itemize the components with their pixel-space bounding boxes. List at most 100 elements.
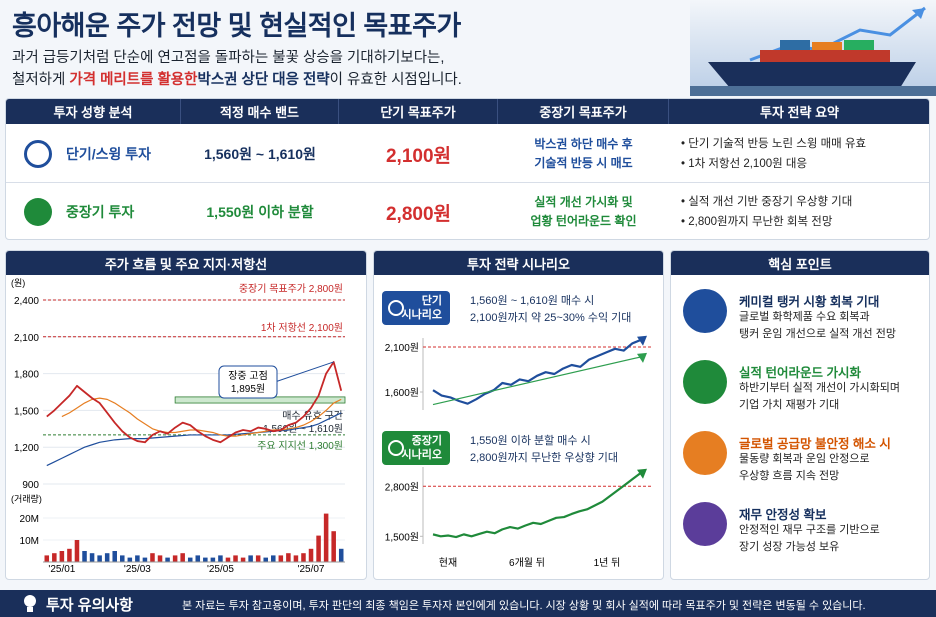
- text-line: 2,100원까지 약 25~30% 수익 기대: [470, 312, 632, 324]
- highlight: 가격 메리트를 활용한: [69, 72, 198, 88]
- badge-text: 단기: [421, 295, 442, 307]
- volume-bar: [316, 535, 321, 562]
- volume-bar: [263, 557, 268, 562]
- text: 철저하게: [12, 72, 66, 88]
- table-header: 투자 전략 요약: [669, 99, 929, 124]
- arrow-head: [637, 468, 647, 479]
- badge-text: 시나리오: [401, 309, 442, 321]
- footer-title: 투자 유의사항: [46, 597, 133, 614]
- volume-bar: [74, 540, 80, 562]
- volume-bar: [112, 551, 117, 562]
- scenario-line: [432, 471, 642, 539]
- volume-bar: [301, 553, 306, 562]
- scenario-line: [432, 356, 642, 406]
- mid-target: 박스권 하단 매수 후 기술적 반등 시 매도: [498, 126, 669, 182]
- volume-bar: [331, 531, 336, 562]
- x-tick-label: 현재: [439, 557, 457, 569]
- x-tick-label: '25/01: [48, 564, 75, 575]
- volume-bar: [52, 553, 57, 562]
- point-text: 글로벌 화학제품 수요 회복과: [739, 311, 870, 323]
- text-line: 박스권 하단 매수 후: [534, 137, 633, 151]
- price-chart: (원) 900 1,200 1,500 1,800 2,100 2,400 중장기 목표주가 …: [11, 278, 346, 575]
- footer-text: 본 자료는 투자 참고용이며, 투자 판단의 최종 책임은 투자자 본인에게 있…: [182, 600, 866, 612]
- point-icon: [683, 502, 727, 546]
- reference-label: 주요 지지선 1,300원: [257, 440, 343, 452]
- callout-label: 1,895원: [231, 383, 265, 395]
- point-title: 실적 턴어라운드 가시화: [739, 366, 861, 380]
- volume-bar: [210, 557, 216, 562]
- bullet: 1차 저항선 2,100원 대응: [681, 154, 807, 174]
- volume-unit: (거래량): [11, 493, 42, 504]
- callout-label: 장중 고점: [228, 370, 268, 382]
- volume-bar: [248, 555, 253, 562]
- x-tick-label: '25/07: [298, 564, 325, 575]
- badge-icon: [388, 440, 404, 456]
- subtitle: 과거 급등기처럼 단순에 연고점을 돌파하는 불꽃 상승을 기대하기보다는,: [12, 50, 445, 66]
- volume-bar: [150, 553, 155, 562]
- volume-bar: [240, 557, 246, 562]
- y-tick-label: 2,800원: [385, 481, 419, 493]
- point-text: 장기 성장 가능성 보유: [739, 541, 840, 553]
- volume-bar: [157, 555, 163, 562]
- table-header: 투자 성향 분석: [6, 99, 181, 124]
- subtitle: 철저하게 가격 메리트를 활용한박스권 상단 대응 전략이 유효한 시점입니다.: [12, 68, 462, 89]
- volume-bar: [278, 555, 284, 562]
- volume-bar: [195, 555, 201, 562]
- y-tick-label: 1,600원: [385, 387, 419, 399]
- x-tick-label: '25/03: [124, 564, 151, 575]
- strategy: 실적 개선 기반 중장기 우상향 기대2,800원까지 무난한 회복 전망: [669, 184, 929, 239]
- table-header: 단기 목표주가: [339, 99, 498, 124]
- volume-bar: [225, 557, 231, 562]
- volume-bar: [203, 557, 208, 562]
- point-icon: [683, 360, 727, 404]
- text-line: 2,800원까지 무난한 우상향 기대: [470, 452, 619, 464]
- x-tick-label: 1년 뒤: [594, 557, 621, 569]
- panel-title: 핵심 포인트: [671, 251, 929, 275]
- point-text: 기업 가치 재평가 기대: [739, 399, 840, 411]
- text-line: 업황 턴어라운드 확인: [530, 214, 637, 228]
- y-tick-label: 1,500원: [385, 531, 419, 543]
- volume-bar: [59, 551, 65, 562]
- badge-text: 중장기: [411, 435, 442, 447]
- y-tick-label: 1,500: [14, 406, 39, 417]
- point-text: 우상향 흐름 지속 전망: [739, 470, 840, 482]
- volume-bar: [187, 557, 193, 562]
- buy-band: 1,550원 이하 분할: [206, 204, 314, 220]
- bullet: 실적 개선 기반 중장기 우상향 기대: [681, 192, 852, 212]
- short-target: 2,100원: [385, 145, 452, 167]
- point-title: 재무 안정성 확보: [739, 508, 827, 522]
- volume-bar: [82, 551, 87, 562]
- badge-icon: [388, 300, 404, 316]
- footer: 투자 유의사항 본 자료는 투자 참고용이며, 투자 판단의 최종 책임은 투자…: [0, 590, 936, 617]
- arrow-head: [637, 352, 647, 363]
- ship-illustration: [690, 0, 936, 96]
- arrow-head: [637, 335, 647, 346]
- volume-bar: [135, 555, 140, 562]
- sprout-icon: [24, 198, 52, 226]
- volume-bar: [67, 548, 72, 562]
- callout-pointer: [274, 361, 334, 383]
- volume-bar: [89, 553, 95, 562]
- investor-type: 단기/스윙 투자: [66, 146, 152, 162]
- volume-bar: [233, 555, 238, 562]
- scenario-text: 1,560원 ~ 1,610원 매수 시 2,100원까지 약 25~30% 수익…: [470, 293, 631, 327]
- bullet: 단기 기술적 반등 노린 스윙 매매 유효: [681, 134, 866, 154]
- point-text: 물동량 회복과 운임 안정으로: [739, 453, 870, 465]
- bullet: 2,800원까지 무난한 회복 전망: [681, 212, 832, 232]
- volume-bar: [271, 555, 276, 562]
- y-tick-label: 2,400: [14, 296, 39, 307]
- y-tick-label: 2,100원: [385, 342, 419, 354]
- short-target: 2,800원: [385, 203, 452, 225]
- points-panel: 핵심 포인트 케미컬 탱커 시황 회복 기대 글로벌 화학제품 수요 회복과 탱커 …: [670, 250, 930, 580]
- volume-bar: [120, 555, 125, 562]
- x-tick-label: '25/05: [207, 564, 234, 575]
- text-line: 1,560원 ~ 1,610원 매수 시: [470, 295, 595, 307]
- scenario-panel: 투자 전략 시나리오 단기 시나리오 1,560원 ~ 1,610원 매수 시 2,1…: [373, 250, 664, 580]
- volume-bar: [180, 553, 185, 562]
- volume-bar: [218, 555, 223, 562]
- y-tick-label: 10M: [20, 536, 39, 547]
- y-tick-label: 20M: [20, 514, 39, 525]
- y-unit: (원): [11, 278, 25, 288]
